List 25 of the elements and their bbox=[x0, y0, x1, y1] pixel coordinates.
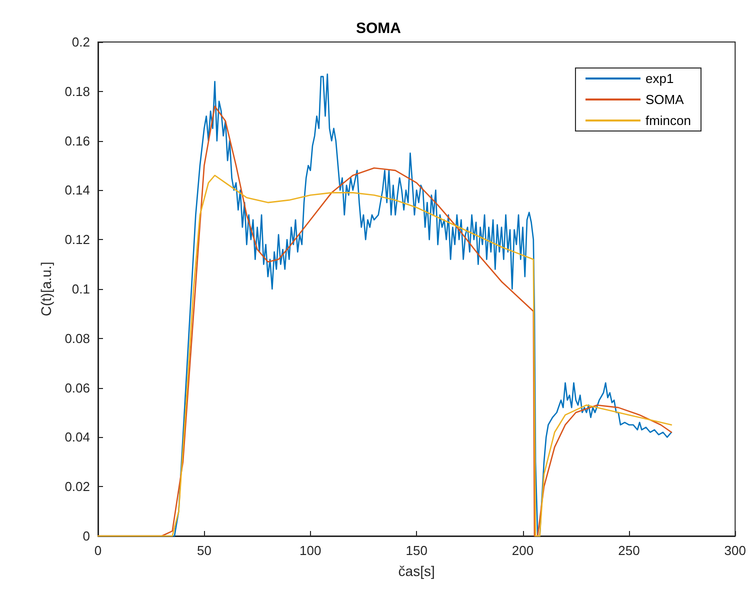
x-tick-label: 200 bbox=[512, 543, 534, 558]
y-tick-label: 0 bbox=[82, 528, 90, 544]
y-tick-label: 0.08 bbox=[64, 330, 90, 346]
y-tick-label: 0.18 bbox=[64, 84, 90, 99]
y-tick-label: 0.16 bbox=[64, 133, 90, 148]
legend-label: exp1 bbox=[645, 71, 674, 86]
x-tick-label: 0 bbox=[94, 543, 102, 558]
legend-label: fmincon bbox=[645, 113, 692, 128]
y-tick-label: 0.04 bbox=[64, 430, 90, 445]
x-tick-label: 300 bbox=[724, 543, 746, 558]
y-tick-label: 0.2 bbox=[72, 34, 90, 50]
x-tick-label: 250 bbox=[618, 543, 640, 558]
x-tick-label: 50 bbox=[196, 543, 212, 558]
y-tick-label: 0.06 bbox=[64, 380, 90, 396]
x-tick-label: 100 bbox=[300, 543, 322, 558]
x-axis-title: čas[s] bbox=[398, 563, 435, 579]
legend-label: SOMA bbox=[645, 92, 684, 107]
y-tick-label: 0.02 bbox=[64, 479, 90, 494]
chart-title: SOMA bbox=[356, 20, 402, 37]
x-tick-label: 150 bbox=[406, 543, 428, 558]
y-tick-label: 0.14 bbox=[64, 182, 90, 198]
y-axis-title: C(t)[a.u.] bbox=[38, 262, 54, 316]
line-series bbox=[97, 174, 672, 537]
y-tick-label: 0.12 bbox=[64, 232, 90, 248]
y-tick-label: 0.1 bbox=[72, 282, 90, 296]
